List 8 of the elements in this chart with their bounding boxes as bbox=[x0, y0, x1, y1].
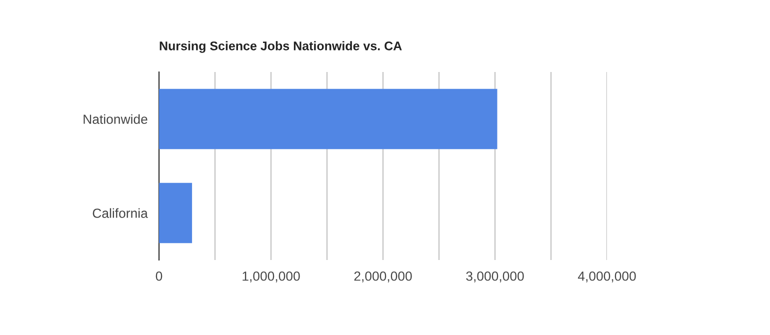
y-tick-label: Nationwide bbox=[84, 114, 148, 124]
x-tick-label: 1,000,000 bbox=[242, 271, 300, 282]
x-tick-label: 2,000,000 bbox=[354, 271, 412, 282]
x-tick-label: 0 bbox=[156, 271, 162, 281]
x-tick-label: 3,000,000 bbox=[466, 271, 524, 282]
x-tick-label: 4,000,000 bbox=[578, 271, 636, 282]
y-tick-label: California bbox=[92, 208, 148, 218]
chart-title: Nursing Science Jobs Nationwide vs. CA bbox=[160, 41, 402, 53]
